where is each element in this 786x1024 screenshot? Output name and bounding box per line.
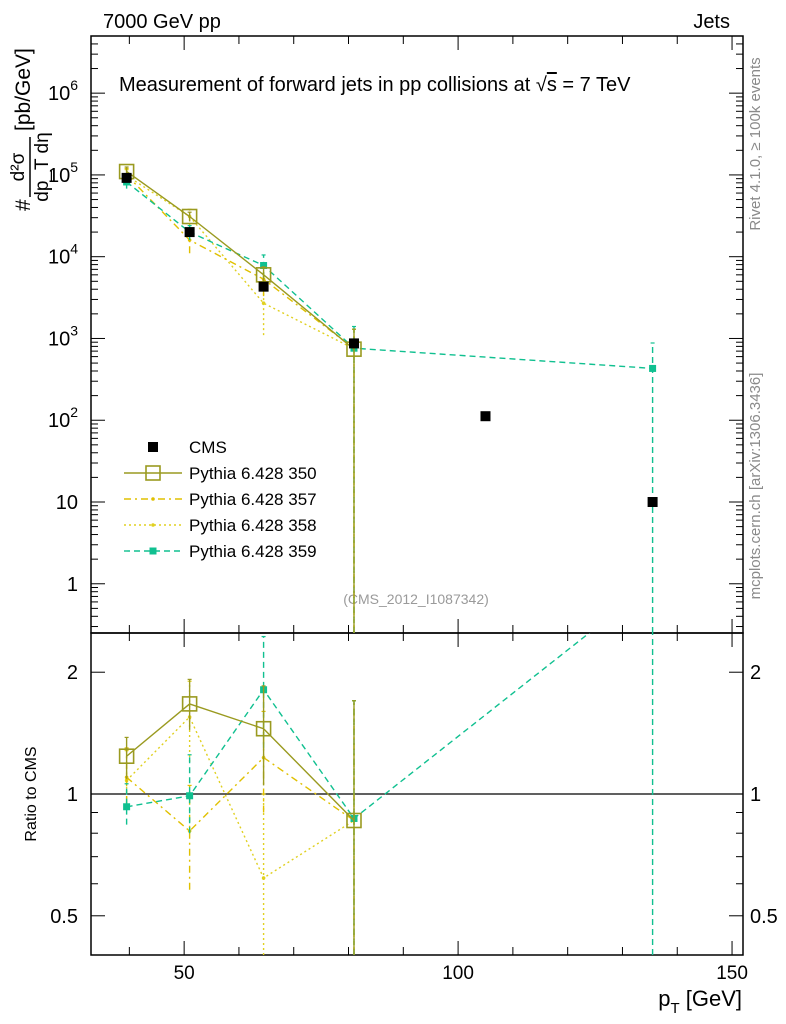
legend: CMS Pythia 6.428 350 Pythia 6.428 357 Pythi… <box>124 438 317 561</box>
series-line-p350 <box>126 703 355 821</box>
energy-label: 7000 GeV pp <box>103 11 221 33</box>
y-tick-exponent: 6 <box>70 77 78 93</box>
marker-open-square <box>145 465 161 481</box>
ylabel-numerator: d²σ <box>8 152 29 181</box>
y-tick-label-ratio: 1 <box>67 784 78 806</box>
y-tick-exponent: 2 <box>70 404 78 420</box>
legend-label-cms: CMS <box>189 438 227 457</box>
y-tick-base: 10 <box>48 247 70 269</box>
ratio-series-layer <box>118 130 656 955</box>
series-line-p350 <box>126 170 355 350</box>
y-tick-exponent: 3 <box>70 322 78 338</box>
ratio-axis-ticks: 50 100 150 0.5 0.5 1 1 2 2 <box>50 633 778 984</box>
legend-label-p357: Pythia 6.428 357 <box>189 490 317 509</box>
marker-dot <box>261 301 266 305</box>
data-point <box>348 338 359 349</box>
category-label: Jets <box>693 11 730 33</box>
title-s: s <box>547 74 557 96</box>
marker-filled-square <box>186 792 194 800</box>
marker-filled-square <box>649 364 657 372</box>
y-tick-label-main: 105 <box>48 159 78 187</box>
x-tick-label: 50 <box>174 963 195 984</box>
series-line-p358 <box>126 175 355 350</box>
data-point <box>184 227 195 238</box>
series-line-p359 <box>126 633 591 820</box>
y-tick-label-main: 106 <box>48 77 78 105</box>
sqrt-symbol: √ <box>536 74 547 96</box>
y-tick-label-ratio-right: 1 <box>750 784 761 806</box>
y-tick-label-main: 103 <box>48 322 78 350</box>
y-tick-base: 10 <box>48 410 70 432</box>
plot-title: Measurement of forward jets in pp collis… <box>119 74 631 96</box>
series-line-p357 <box>126 174 355 350</box>
marker-open-square <box>255 720 272 737</box>
marker-dot <box>261 876 266 880</box>
marker-filled-square <box>649 130 656 137</box>
marker-dot <box>151 523 155 527</box>
y-tick-label-ratio-right: 0.5 <box>750 906 778 928</box>
ylabel-hash: # <box>12 199 35 211</box>
series-line-p358 <box>126 715 355 880</box>
y-tick-base: 10 <box>48 328 70 350</box>
y-tick-label-main: 104 <box>48 241 78 269</box>
marker-open-square <box>346 812 362 829</box>
legend-label-p358: Pythia 6.428 358 <box>189 516 317 535</box>
data-point <box>480 411 491 422</box>
marker-filled-square <box>123 803 131 811</box>
x-axis-label: pT [GeV] <box>658 986 742 1017</box>
y-tick-exponent: 5 <box>70 159 78 175</box>
y-tick-label-main: 102 <box>48 404 78 432</box>
main-series-layer <box>118 163 658 633</box>
marker-dot <box>151 497 155 501</box>
data-point <box>258 281 269 292</box>
title-suffix: = 7 TeV <box>557 74 631 96</box>
title-prefix: Measurement of forward jets in pp collis… <box>119 74 536 96</box>
legend-label-p359: Pythia 6.428 359 <box>189 542 317 561</box>
marker-open-square <box>181 696 198 712</box>
data-point <box>647 497 658 508</box>
ylabel-denominator: dp_T dη <box>32 132 53 201</box>
series-line-p359 <box>126 181 653 370</box>
x-tick-label: 100 <box>442 963 474 984</box>
series-line-p357 <box>126 756 355 832</box>
x-axis-unit: [GeV] <box>680 986 742 1011</box>
marker-open-square <box>181 208 198 225</box>
x-tick-label: 150 <box>716 963 748 984</box>
ylabel-unit: [pb/GeV] <box>12 48 35 131</box>
x-axis-subscript: T <box>670 1000 679 1017</box>
analysis-id: (CMS_2012_I1087342) <box>343 591 489 607</box>
legend-label-p350: Pythia 6.428 350 <box>189 464 317 483</box>
y-tick-base: 10 <box>48 83 70 105</box>
marker-open-square <box>118 748 135 765</box>
y-tick-base: 10 <box>48 165 70 187</box>
data-point <box>121 172 132 183</box>
y-tick-label-ratio-right: 2 <box>750 662 761 684</box>
y-tick-exponent: 4 <box>70 241 78 257</box>
rivet-version-label: Rivet 4.1.0, ≥ 100k events <box>747 57 764 230</box>
marker-filled-square <box>260 262 268 270</box>
mcplots-credit-label: mcplots.cern.ch [arXiv:1306.3436] <box>747 373 764 600</box>
main-y-axis-label: # d²σ dp_T dη [pb/GeV] <box>8 48 53 211</box>
y-tick-label-main: 10 <box>56 492 78 514</box>
marker-filled-square <box>149 547 157 555</box>
ratio-y-axis-label: Ratio to CMS <box>23 746 40 841</box>
data-point <box>148 442 158 452</box>
y-tick-label-main: 1 <box>67 574 78 596</box>
y-tick-label-ratio: 2 <box>67 662 78 684</box>
y-tick-label-ratio: 0.5 <box>50 906 78 928</box>
